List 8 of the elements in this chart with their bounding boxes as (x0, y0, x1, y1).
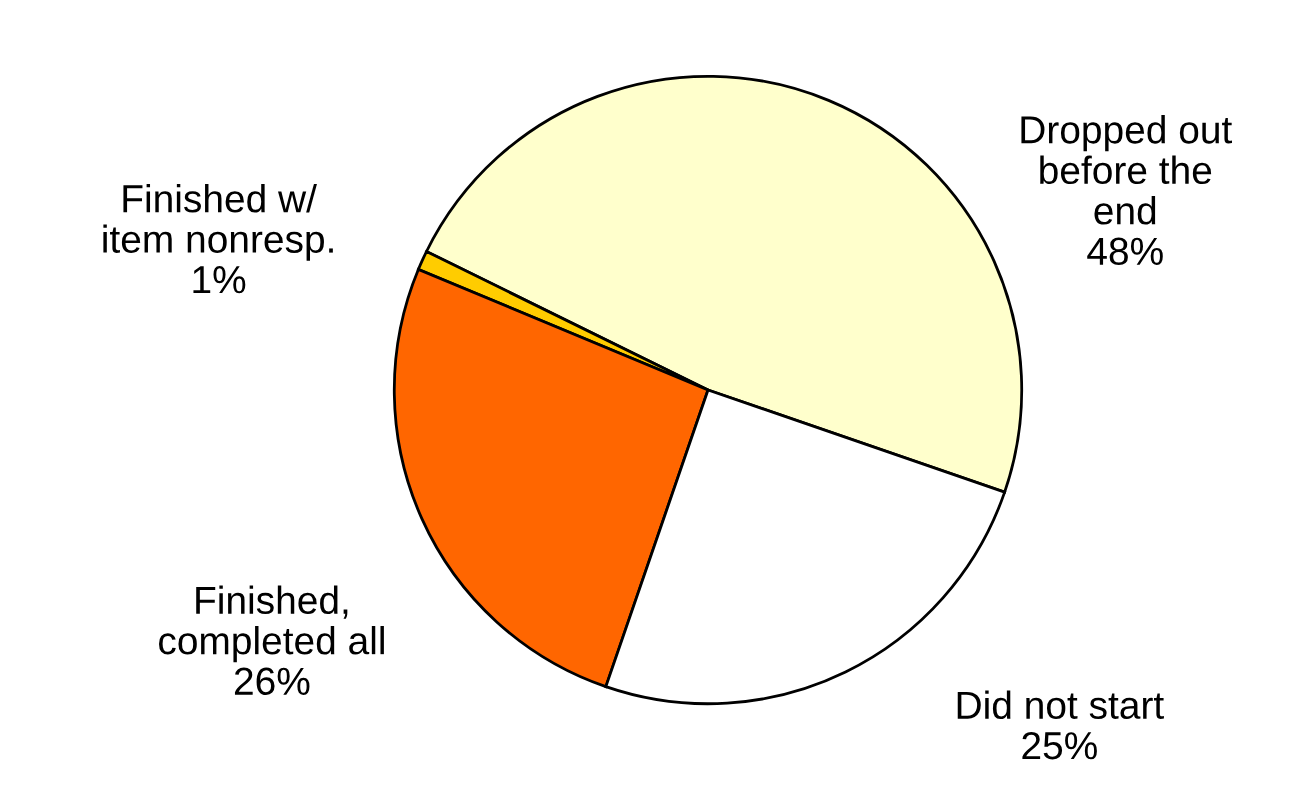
data-label: 1% (193, 266, 246, 294)
slice-label: Dropped out before the end (1021, 115, 1232, 225)
slice-label: Finished, completed all (159, 585, 384, 663)
slice-label: Did not start (957, 690, 1164, 720)
data-label: 26% (234, 667, 310, 696)
data-label: 25% (1022, 731, 1097, 760)
slice-label: Finished w/ item nonresp. (103, 183, 333, 261)
data-label: 48% (1087, 237, 1163, 266)
